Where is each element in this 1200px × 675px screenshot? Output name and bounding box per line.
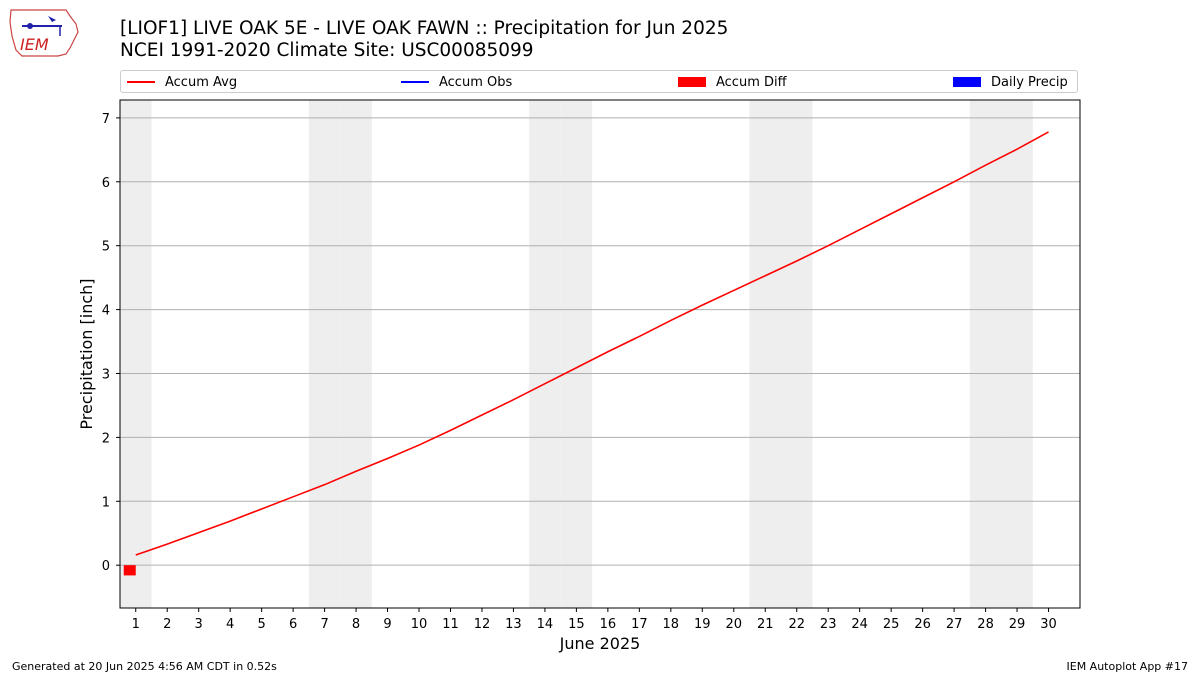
x-tick-label-2: 2 — [163, 617, 171, 632]
y-tick-label-4: 4 — [102, 304, 110, 319]
weekend-bands — [120, 100, 1033, 608]
x-tick-label-28: 28 — [977, 617, 994, 632]
x-axis-label: June 2025 — [559, 634, 641, 653]
x-tick-label-16: 16 — [600, 617, 617, 632]
y-tick-label-0: 0 — [102, 559, 110, 574]
y-tick-label-7: 7 — [102, 112, 110, 127]
x-tick-label-22: 22 — [788, 617, 805, 632]
legend-label-accum-obs: Accum Obs — [439, 74, 513, 90]
x-tick-label-17: 17 — [631, 617, 648, 632]
x-tick-label-3: 3 — [195, 617, 203, 632]
y-axis-label: Precipitation [inch] — [77, 278, 96, 429]
x-axis-ticks: 1 2 3 4 5 6 7 8 9 10 11 12 13 14 15 16 17 18 19 20 21 22 23 24 2… — [132, 608, 1057, 632]
weekend-band-14 — [529, 100, 561, 608]
legend-item-daily-precip: Daily Precip — [953, 74, 1068, 90]
chart-title: [LIOF1] LIVE OAK 5E - LIVE OAK FAWN :: P… — [120, 18, 728, 62]
x-tick-label-7: 7 — [320, 617, 328, 632]
x-tick-label-23: 23 — [820, 617, 837, 632]
legend-swatch-daily-precip — [953, 77, 981, 87]
y-tick-label-2: 2 — [102, 431, 110, 446]
x-tick-label-12: 12 — [474, 617, 491, 632]
iem-logo-graphic: IEM — [9, 9, 79, 57]
x-tick-label-30: 30 — [1040, 617, 1057, 632]
y-tick-label-6: 6 — [102, 176, 110, 191]
x-tick-label-6: 6 — [289, 617, 297, 632]
generated-timestamp: Generated at 20 Jun 2025 4:56 AM CDT in … — [12, 660, 277, 673]
x-tick-label-15: 15 — [568, 617, 585, 632]
x-tick-label-5: 5 — [257, 617, 265, 632]
x-tick-label-8: 8 — [352, 617, 360, 632]
gridlines — [120, 117, 1080, 566]
legend-swatch-accum-avg — [127, 81, 155, 83]
weekend-band-15 — [560, 100, 593, 608]
y-axis-ticks: 0 1 2 3 4 5 6 7 — [102, 112, 120, 574]
accum-diff-bar-day-1 — [123, 565, 136, 576]
data-series — [123, 131, 1049, 576]
x-tick-label-20: 20 — [725, 617, 742, 632]
legend-swatch-accum-obs — [401, 81, 429, 83]
accum-avg-line — [135, 131, 1049, 556]
logo-text: IEM — [20, 35, 49, 54]
weekend-band-28 — [969, 100, 1002, 608]
x-tick-label-25: 25 — [883, 617, 900, 632]
y-tick-label-1: 1 — [102, 495, 110, 510]
x-tick-label-11: 11 — [442, 617, 459, 632]
weekend-band-7 — [308, 100, 341, 608]
y-tick-label-5: 5 — [102, 240, 110, 255]
legend-swatch-accum-diff — [678, 77, 706, 87]
x-tick-label-9: 9 — [383, 617, 391, 632]
x-tick-label-14: 14 — [537, 617, 554, 632]
x-tick-label-24: 24 — [851, 617, 868, 632]
y-tick-label-3: 3 — [102, 367, 110, 382]
title-line-2: NCEI 1991-2020 Climate Site: USC00085099 — [120, 40, 534, 61]
x-tick-label-13: 13 — [505, 617, 522, 632]
legend-label-accum-avg: Accum Avg — [165, 74, 238, 90]
weekend-band-1 — [120, 100, 152, 608]
x-tick-label-4: 4 — [226, 617, 234, 632]
x-tick-label-29: 29 — [1009, 617, 1026, 632]
weekend-band-29 — [1001, 100, 1033, 608]
legend-label-accum-diff: Accum Diff — [716, 74, 787, 90]
x-tick-label-26: 26 — [914, 617, 931, 632]
x-tick-label-10: 10 — [411, 617, 428, 632]
x-tick-label-1: 1 — [132, 617, 140, 632]
weekend-band-8 — [340, 100, 372, 608]
legend-item-accum-diff: Accum Diff — [678, 74, 787, 90]
x-tick-label-21: 21 — [757, 617, 774, 632]
weekend-band-22 — [780, 100, 813, 608]
legend-item-accum-obs: Accum Obs — [401, 74, 512, 90]
chart-legend: Accum Avg Accum Obs Accum Diff Daily Pre… — [120, 70, 1078, 93]
x-tick-label-18: 18 — [663, 617, 680, 632]
plot-frame — [119, 99, 1081, 609]
iem-logo: IEM — [8, 6, 80, 60]
title-line-1: [LIOF1] LIVE OAK 5E - LIVE OAK FAWN :: P… — [120, 18, 729, 39]
x-tick-label-19: 19 — [694, 617, 711, 632]
weekend-band-21 — [749, 100, 781, 608]
legend-label-daily-precip: Daily Precip — [991, 74, 1068, 90]
legend-item-accum-avg: Accum Avg — [127, 74, 237, 90]
app-credit: IEM Autoplot App #17 — [1066, 660, 1189, 673]
x-tick-label-27: 27 — [946, 617, 963, 632]
